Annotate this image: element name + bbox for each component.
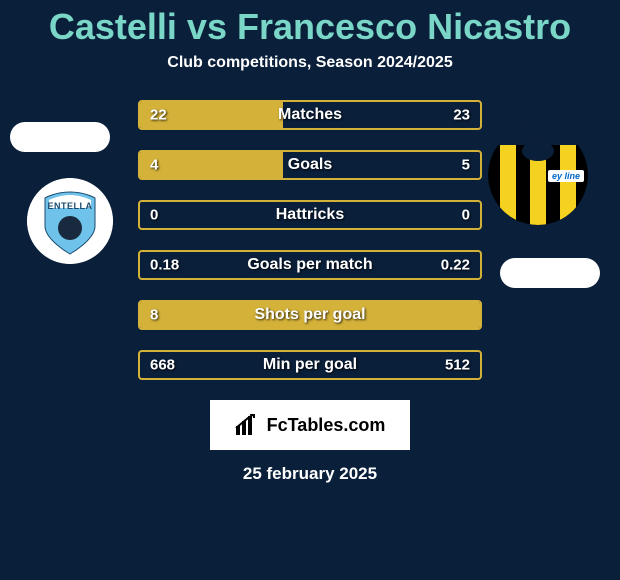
watermark-text: FcTables.com [267,415,386,436]
page-subtitle: Club competitions, Season 2024/2025 [0,54,620,72]
stat-label: Goals per match [140,256,480,274]
stat-label: Matches [140,106,480,124]
stat-label: Shots per goal [140,306,480,324]
stat-row: 668512Min per goal [138,350,482,380]
watermark: FcTables.com [210,400,410,450]
stat-row: 0.180.22Goals per match [138,250,482,280]
stat-row: 45Goals [138,150,482,180]
date-text: 25 february 2025 [0,464,620,484]
stat-label: Hattricks [140,206,480,224]
page-title: Castelli vs Francesco Nicastro [0,0,620,48]
stat-row: 2223Matches [138,100,482,130]
stat-row: 8Shots per goal [138,300,482,330]
stat-label: Goals [140,156,480,174]
stat-label: Min per goal [140,356,480,374]
fctables-logo-icon [235,414,261,436]
stat-row: 00Hattricks [138,200,482,230]
stats-area: 2223Matches 45Goals 00Hattricks 0.180.22Goa… [0,100,620,380]
comparison-infographic: Castelli vs Francesco Nicastro Club comp… [0,0,620,580]
